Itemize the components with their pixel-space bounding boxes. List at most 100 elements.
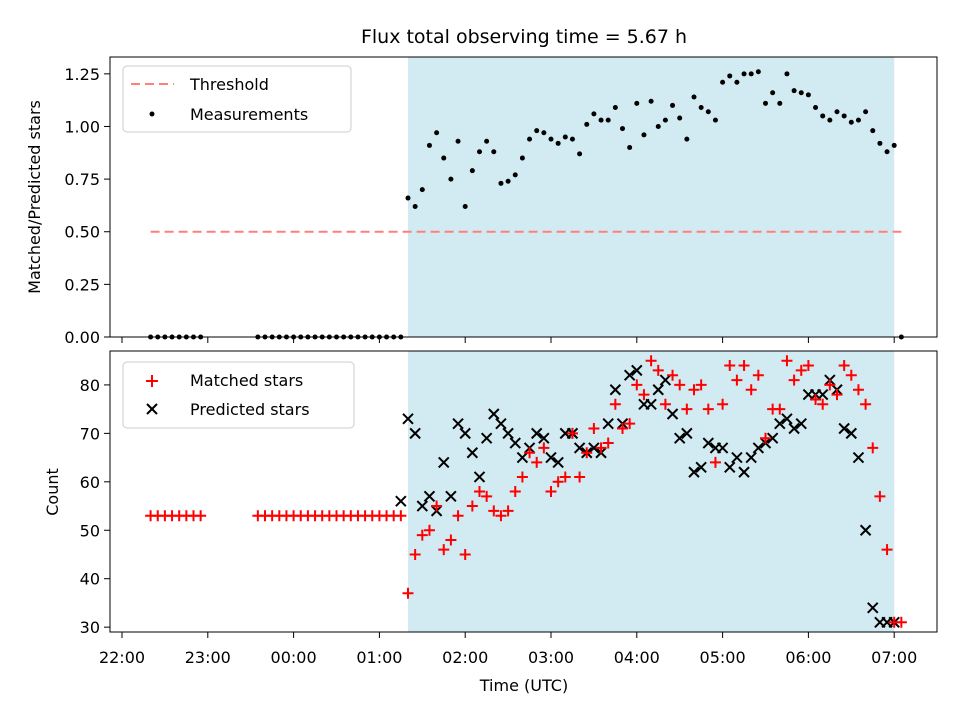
predicted-point [738, 466, 750, 478]
legend-measurements-label: Measurements [190, 105, 308, 124]
bottom-legend: Matched stars Predicted stars [122, 361, 355, 429]
measurement-point [755, 69, 761, 75]
matched-point [681, 403, 693, 415]
measurement-point [827, 117, 833, 123]
predicted-point [702, 437, 715, 449]
top-plot-frame [109, 56, 938, 338]
matched-point [538, 442, 550, 454]
measurement-point [641, 132, 647, 138]
predicted-point [438, 456, 450, 469]
measurement-point [598, 117, 604, 123]
matched-point [717, 398, 729, 410]
measurement-point [634, 100, 640, 106]
measurement-point [584, 121, 590, 127]
measurement-point [519, 155, 525, 161]
matched-point [531, 456, 543, 468]
measurement-point [605, 117, 611, 123]
measurement-point [534, 128, 540, 134]
measurement-point [848, 119, 854, 125]
measurement-point [655, 123, 661, 129]
predicted-point [716, 442, 729, 454]
bottom-y-axis-label: Count [43, 468, 62, 516]
measurement-point [484, 138, 490, 144]
matched-point [638, 389, 650, 401]
measurement-point [434, 130, 440, 136]
measurement-point [763, 100, 768, 106]
matched-point [659, 398, 671, 410]
matched-point [867, 442, 879, 454]
matched-point [559, 471, 571, 483]
measurement-point [720, 79, 726, 85]
matched-point [709, 456, 721, 468]
measurement-point [405, 195, 411, 201]
predicted-point [573, 442, 586, 454]
matched-point [652, 364, 664, 376]
top-y-tick-label: 0.25 [64, 275, 100, 294]
measurement-point [748, 71, 754, 77]
x-tick-label: 03:00 [528, 648, 574, 667]
predicted-point [623, 369, 636, 381]
matched-point [688, 384, 700, 396]
predicted-point [459, 427, 471, 440]
predicted-point [766, 432, 779, 444]
predicted-point [395, 495, 407, 507]
predicted-point [552, 456, 564, 469]
x-tick-label: 23:00 [185, 648, 231, 667]
matched-point [588, 423, 600, 435]
top-y-axis-label: Matched/Predicted stars [25, 100, 44, 294]
top-legend-box [122, 65, 352, 133]
predicted-stars-series [395, 364, 900, 629]
bottom-y-axis: 30 40 50 60 70 80 [80, 376, 110, 637]
top-y-tick-label: 0.00 [64, 328, 100, 347]
x-axis-label: Time (UTC) [479, 676, 568, 695]
matched-point [831, 389, 843, 401]
measurement-point [577, 151, 583, 157]
matched-point [845, 369, 857, 381]
predicted-point [445, 490, 457, 503]
matched-point [624, 418, 636, 430]
matched-point [488, 505, 500, 517]
measurement-point [784, 71, 790, 77]
measurement-point [698, 105, 704, 111]
measurement-point [562, 134, 568, 140]
predicted-point [666, 408, 679, 420]
matched-point [566, 427, 578, 439]
measurement-point [677, 115, 683, 121]
measurement-point [891, 142, 897, 148]
measurement-point [791, 88, 797, 94]
x-tick-label: 22:00 [99, 648, 145, 667]
measurement-point [855, 117, 861, 123]
predicted-point [724, 461, 736, 473]
predicted-point [538, 432, 550, 444]
x-tick-label: 07:00 [871, 648, 917, 667]
legend-predicted-label: Predicted stars [190, 400, 310, 419]
matched-point [452, 510, 464, 522]
measurement-point [620, 126, 625, 132]
matched-point [802, 360, 814, 372]
measurement-point [712, 117, 718, 123]
x-tick-label: 00:00 [271, 648, 317, 667]
matched-point [731, 374, 743, 386]
matched-point [581, 447, 593, 459]
measurement-point [820, 113, 826, 119]
matched-point [631, 379, 643, 391]
measurement-point [727, 73, 733, 79]
predicted-point [545, 451, 557, 464]
measurement-point [555, 140, 561, 146]
measurement-point [798, 90, 804, 96]
matched-point [438, 544, 450, 556]
measurement-point [462, 203, 468, 209]
predicted-point [480, 432, 493, 444]
matched-point [609, 398, 621, 410]
predicted-point [588, 442, 600, 454]
matched-point [474, 486, 485, 497]
predicted-point [681, 427, 693, 440]
predicted-point [466, 447, 479, 459]
x-tick-label: 06:00 [785, 648, 831, 667]
measurement-point [448, 176, 454, 182]
measurement-point [527, 136, 533, 142]
bottom-plot-frame [109, 350, 938, 633]
predicted-point [838, 422, 850, 435]
predicted-point [688, 466, 700, 478]
measurement-point [477, 149, 482, 155]
